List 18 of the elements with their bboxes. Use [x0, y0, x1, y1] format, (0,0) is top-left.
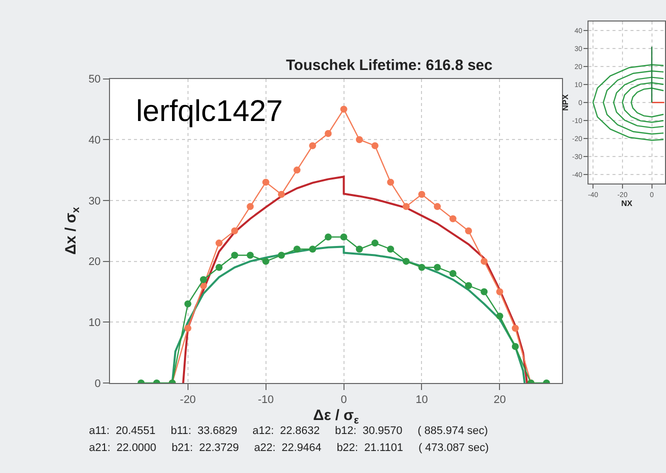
y-tick-label: 30	[88, 195, 101, 208]
annotation: lerfqlc1427	[136, 95, 283, 128]
y-tick-label: 20	[88, 256, 101, 268]
x-tick-label: -20	[180, 394, 196, 406]
text: a11: 20.4551 b11: 33.6829 a12: 22.8632 b12: 30.9570 ( 885.974 sec)	[89, 425, 488, 437]
y-tick-label: 0	[94, 378, 101, 390]
text: a21: 22.0000 b21: 22.3729 a22: 22.9464 b22: 21.1101 ( 473.087 sec)	[89, 442, 489, 454]
y-tick-label: 50	[88, 74, 101, 86]
y-tick-label: 10	[88, 317, 101, 330]
x-axis-title: Δε / σ$_{ε}$	[313, 407, 359, 426]
y-axis-title: NPX	[560, 94, 570, 111]
x-tick-label: 0	[340, 394, 347, 406]
x-tick-label: -10	[258, 394, 274, 406]
x-axis-title: NX	[621, 198, 634, 208]
y-tick-label: 40	[88, 134, 101, 146]
chart-title: Touschek Lifetime: 616.8 sec	[286, 57, 492, 74]
x-tick-label: 20	[494, 394, 506, 406]
x-tick-label: 10	[416, 394, 428, 406]
